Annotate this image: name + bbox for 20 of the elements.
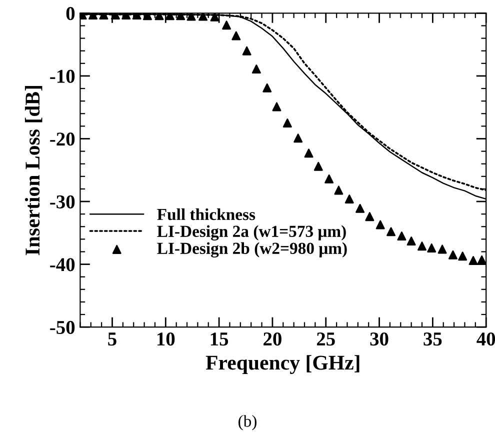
- x-tick-label: 25: [316, 332, 335, 346]
- y-tick-label: -50: [50, 320, 75, 334]
- y-axis-title: Insertion Loss [dB]: [24, 86, 42, 256]
- y-tick-label: -20: [50, 132, 75, 146]
- y-tick-label: -30: [50, 195, 75, 208]
- x-tick-label: 20: [264, 332, 282, 346]
- x-tick-label: 10: [157, 332, 175, 346]
- y-tick-label: -40: [50, 258, 75, 272]
- x-tick-label: 35: [424, 332, 442, 346]
- x-axis-title: Frequency [GHz]: [206, 355, 360, 374]
- legend-label: LI-Design 2b (w2=980 μm): [157, 242, 347, 258]
- y-tick-label: -10: [50, 70, 75, 83]
- y-tick-label: 0: [66, 6, 75, 20]
- x-tick-label: 40: [476, 332, 495, 346]
- x-tick-label: 30: [370, 332, 388, 346]
- x-tick-label: 15: [210, 332, 228, 346]
- x-tick-label: 5: [108, 332, 116, 346]
- legend-label: LI-Design 2a (w1=573 μm): [157, 225, 346, 240]
- text: (b): [238, 415, 256, 430]
- legend-label: Full thickness: [157, 208, 256, 220]
